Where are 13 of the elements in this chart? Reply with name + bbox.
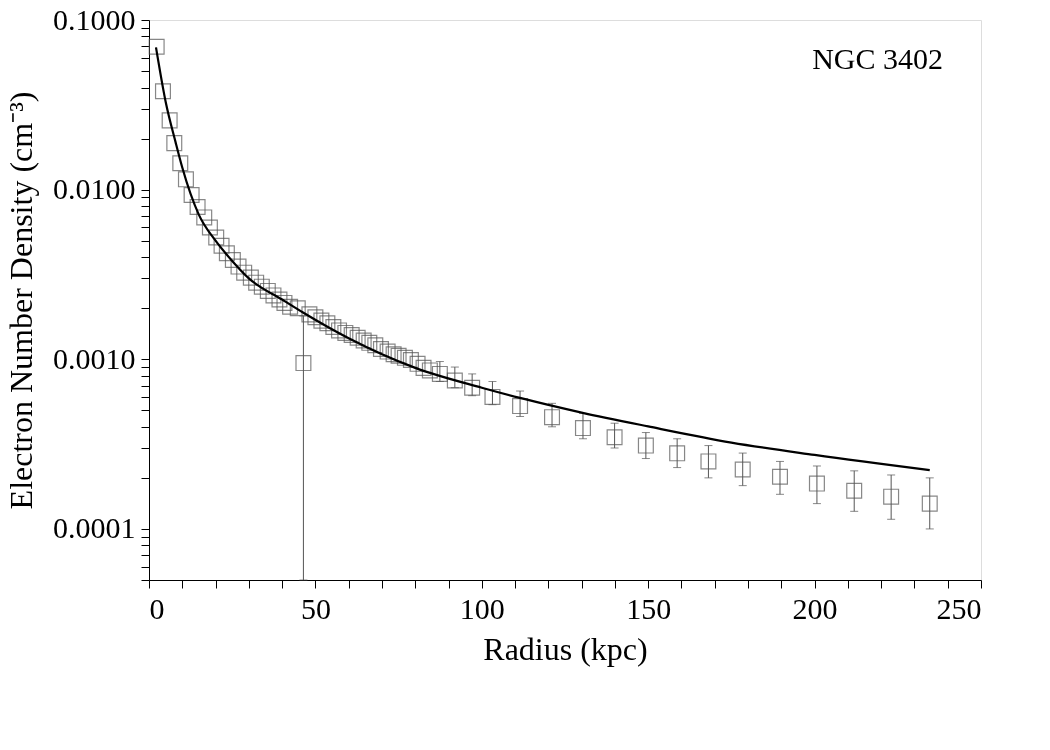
annotation: NGC 3402 <box>812 42 943 75</box>
x-tick-label: 250 <box>936 591 982 625</box>
y-tick-label: 0.0010 <box>53 341 136 375</box>
y-tick-label: 0.0100 <box>53 172 136 206</box>
y-tick-label: 0.0001 <box>53 511 136 545</box>
x-tick-label: 0 <box>149 591 165 625</box>
x-tick-label: 200 <box>792 591 838 625</box>
y-tick-label: 0.1000 <box>53 2 136 36</box>
y-axis-title: Electron Number Density (cm⁻³) <box>3 91 39 510</box>
x-axis-title: Radius (kpc) <box>483 630 648 667</box>
x-tick-label: 100 <box>459 591 505 625</box>
x-tick-label: 150 <box>626 591 672 625</box>
x-tick-label: 50 <box>300 591 331 625</box>
